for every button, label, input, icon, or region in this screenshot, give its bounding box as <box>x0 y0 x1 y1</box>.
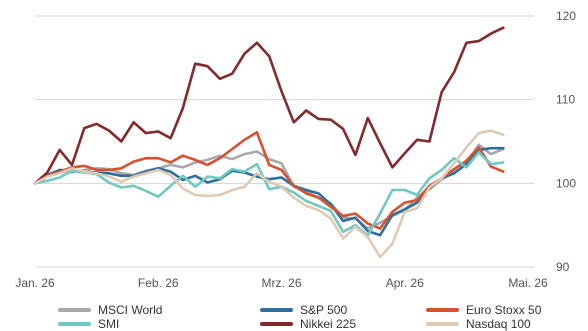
legend: MSCI World S&P 500 Euro Stoxx 50 SMI Nikkei … <box>58 303 542 331</box>
y-axis-ticks: 90 100 110 120 <box>556 9 576 274</box>
x-tick-label: Feb. 26 <box>138 276 179 290</box>
grid-lines <box>35 15 534 268</box>
legend-label-nikkei-225: Nikkei 225 <box>300 317 356 331</box>
legend-label-nasdaq-100: Nasdaq 100 <box>466 317 531 331</box>
x-tick-label: Mrz. 26 <box>261 276 301 290</box>
series-line-nikkei-225 <box>33 26 505 185</box>
x-tick-label: Mai. 26 <box>508 276 548 290</box>
legend-label-msci-world: MSCI World <box>98 303 162 317</box>
y-tick-label: 110 <box>556 93 575 107</box>
legend-label-euro-stoxx-50: Euro Stoxx 50 <box>466 303 542 317</box>
series-lines <box>33 26 505 259</box>
y-tick-label: 100 <box>556 176 576 190</box>
series-line-smi <box>33 151 505 237</box>
y-tick-label: 90 <box>556 260 570 274</box>
series-line-euro-stoxx-50 <box>33 131 505 230</box>
x-tick-label: Apr. 26 <box>386 276 424 290</box>
legend-label-s-p-500: S&P 500 <box>300 303 347 317</box>
x-axis-ticks: Jan. 26 Feb. 26 Mrz. 26 Apr. 26 Mai. 26 <box>15 276 548 290</box>
x-tick-label: Jan. 26 <box>15 276 55 290</box>
y-tick-label: 120 <box>556 9 576 23</box>
series-line-nasdaq-100 <box>33 129 505 259</box>
legend-label-smi: SMI <box>98 317 119 331</box>
